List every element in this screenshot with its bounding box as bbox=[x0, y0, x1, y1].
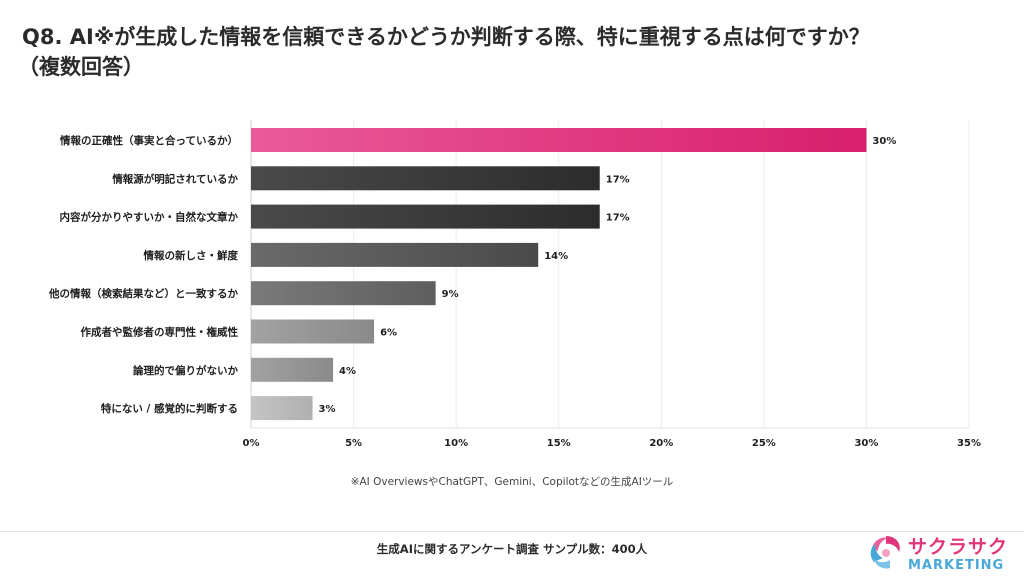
x-tick-label: 10% bbox=[444, 438, 468, 449]
category-label: 特にない / 感覚的に判断する bbox=[101, 402, 238, 415]
bar bbox=[251, 166, 600, 191]
footer-divider bbox=[0, 531, 1024, 532]
category-label: 情報源が明記されているか bbox=[112, 172, 238, 185]
page-title: Q8. AI※が生成した情報を信頼できるかどうか判断する際、特に重視する点は何で… bbox=[18, 22, 1012, 82]
x-tick-label: 30% bbox=[854, 438, 878, 449]
bar bbox=[251, 204, 600, 229]
logo-text-sakurasaku: サクラサク bbox=[908, 536, 1009, 558]
bar bbox=[251, 357, 334, 382]
category-label: 論理的で偏りがないか bbox=[133, 364, 238, 377]
x-tick-label: 20% bbox=[649, 438, 673, 449]
value-label: 17% bbox=[606, 174, 630, 185]
grid-lines bbox=[250, 120, 970, 429]
category-label: 情報の新しさ・鮮度 bbox=[144, 249, 239, 262]
bar bbox=[251, 242, 539, 267]
bar bbox=[251, 319, 375, 344]
bar bbox=[251, 396, 313, 421]
value-label: 9% bbox=[442, 289, 459, 300]
category-label: 他の情報（検索結果など）と一致するか bbox=[48, 287, 238, 300]
title-line-2: （複数回答） bbox=[18, 55, 144, 79]
x-tick-label: 5% bbox=[345, 438, 362, 449]
bar bbox=[251, 128, 867, 152]
category-label: 内容が分かりやすいか・自然な文章か bbox=[60, 211, 239, 224]
brand-logo: サクラサク MARKETING bbox=[866, 528, 1024, 576]
category-labels: 情報の正確性（事実と合っているか） 情報源が明記されているか内容が分かりやすいか・… bbox=[48, 134, 238, 415]
x-tick-label: 35% bbox=[957, 438, 981, 449]
bar bbox=[251, 281, 436, 306]
category-label: 情報の正確性（事実と合っているか） bbox=[60, 134, 238, 147]
footnote: ※AI OverviewsやChatGPT、Gemini、Copilotなどの生… bbox=[350, 476, 674, 488]
value-labels: 30% 17% 17% 14% 9% 6% 4% 3% bbox=[319, 136, 897, 415]
value-label: 4% bbox=[339, 366, 356, 377]
value-label: 3% bbox=[319, 404, 336, 415]
x-axis-ticks: 0% 5% 10% 15% 20% 25% 30% 35% bbox=[243, 438, 981, 449]
title-line-1: Q8. AI※が生成した情報を信頼できるかどうか判断する際、特に重視する点は何で… bbox=[22, 25, 870, 49]
x-tick-label: 15% bbox=[547, 438, 571, 449]
x-tick-label: 0% bbox=[243, 438, 260, 449]
value-label: 6% bbox=[380, 328, 397, 339]
logo-text-marketing: MARKETING bbox=[908, 558, 1005, 573]
bar-chart: 情報の正確性（事実と合っているか） 情報源が明記されているか内容が分かりやすいか・… bbox=[48, 120, 981, 449]
value-label: 17% bbox=[606, 213, 630, 224]
value-label: 30% bbox=[872, 136, 896, 147]
survey-info: 生成AIに関するアンケート調査 サンプル数：400人 bbox=[376, 542, 648, 556]
sakura-logo-icon bbox=[870, 536, 900, 569]
category-label: 作成者や監修者の専門性・権威性 bbox=[81, 326, 239, 339]
x-tick-label: 25% bbox=[752, 438, 776, 449]
value-label: 14% bbox=[544, 251, 568, 262]
bars bbox=[251, 128, 867, 421]
